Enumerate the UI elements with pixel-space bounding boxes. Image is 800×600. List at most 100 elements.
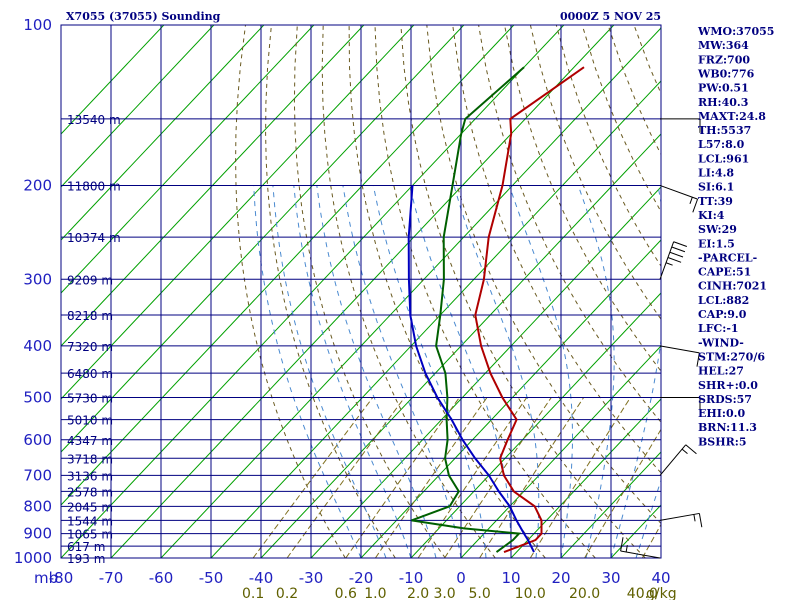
index-entry: STM:270/6: [698, 350, 765, 363]
mixing-ratio-line: [444, 397, 552, 558]
dry-adiabat-line: [764, 25, 800, 558]
mixing-ratio-line: [529, 397, 631, 558]
index-entry: BSHR:5: [698, 435, 747, 448]
moist-adiabat-line: [453, 185, 540, 558]
isotherm-line: [360, 239, 661, 558]
temperature-tick-label: -50: [199, 569, 224, 587]
dry-adiabat-line: [789, 25, 800, 558]
pressure-tick-label: 400: [23, 337, 52, 355]
moist-adiabat-line: [577, 185, 615, 558]
dry-adiabat-line: [348, 25, 546, 558]
pressure-tick-label: 600: [23, 431, 52, 449]
chart-title: X7055 (37055) Sounding: [66, 10, 221, 23]
isotherm-line: [210, 80, 661, 558]
dry-adiabat-line: [235, 25, 346, 558]
temperature-tick-label: 20: [551, 569, 570, 587]
index-entry: CAP:9.0: [698, 308, 747, 321]
moist-adiabat-line: [610, 185, 661, 558]
mixing-ratio-label: 0.1: [242, 586, 264, 600]
temperature-tick-label: 0: [456, 569, 466, 587]
dewpoint-trace: [411, 66, 525, 553]
index-entry: -WIND-: [698, 336, 744, 349]
index-entry: SHR+:0.0: [698, 379, 758, 392]
dry-adiabat-line: [265, 25, 396, 558]
moist-adiabat-line: [372, 185, 487, 558]
isotherm-line: [61, 25, 165, 135]
moist-adiabat-line: [409, 185, 512, 558]
moist-adiabat-line: [316, 185, 437, 558]
index-entry: HEL:27: [698, 365, 744, 378]
index-entry: SW:29: [698, 223, 737, 236]
pressure-tick-label: 100: [23, 16, 52, 34]
wind-barb: [659, 444, 697, 476]
isotherm-line: [260, 133, 661, 558]
isotherm-line: [560, 451, 661, 558]
parcel-trace: [407, 185, 535, 553]
isotherm-line: [61, 25, 365, 347]
sounding-traces: [407, 66, 585, 554]
pressure-tick-label: 900: [23, 525, 52, 543]
isotherm-line: [61, 25, 565, 558]
temperature-tick-label: -10: [399, 569, 424, 587]
isotherm-line: [61, 25, 515, 506]
pressure-tick-label: 300: [23, 270, 52, 288]
wind-barb: [660, 118, 701, 133]
isotherm-line: [61, 25, 315, 294]
height-label: 9209 m: [67, 273, 113, 287]
index-entry: MW:364: [698, 39, 749, 52]
mixing-ratio-label: 0.6: [335, 586, 357, 600]
index-entry: LCL:961: [698, 152, 749, 165]
index-entry: EHI:0.0: [698, 407, 745, 420]
pressure-tick-label: 800: [23, 497, 52, 515]
mixing-ratio-label: 5.0: [468, 586, 490, 600]
temperature-tick-label: 30: [601, 569, 620, 587]
temperature-tick-label: -70: [99, 569, 124, 587]
index-entry: BRN:11.3: [698, 421, 757, 434]
index-entry: SI:6.1: [698, 181, 734, 194]
plot-frame: [60, 24, 662, 559]
wind-barb: [660, 397, 701, 412]
temperature-trace: [474, 66, 585, 554]
mixing-ratio-label: 1.0: [364, 586, 386, 600]
index-entry: LFC:-1: [698, 322, 739, 335]
height-label: 4347 m: [67, 434, 113, 448]
index-entry: L57:8.0: [698, 138, 745, 151]
height-label: 1065 m: [67, 528, 113, 542]
dry-adiabat-line: [293, 25, 446, 558]
mixing-ratio-label: 20.0: [569, 586, 600, 600]
isotherm-lines: [61, 25, 661, 558]
index-entry: WB0:776: [697, 67, 755, 80]
index-entry: WMO:37055: [697, 25, 774, 38]
dry-adiabat-line: [581, 25, 661, 213]
mixing-ratio-label: 3.0: [433, 586, 455, 600]
isotherm-line: [460, 345, 661, 558]
height-label: 3136 m: [67, 469, 113, 483]
index-entry: PW:0.51: [698, 82, 749, 95]
height-label: 617 m: [67, 540, 105, 554]
mixing-ratio-line: [641, 523, 661, 558]
temperature-tick-label: -20: [349, 569, 374, 587]
height-label: 6480 m: [67, 367, 113, 381]
wind-barb: [620, 537, 661, 559]
index-entry: KI:4: [698, 209, 725, 222]
moist-adiabat-line: [272, 185, 387, 558]
isotherm-line: [61, 25, 215, 188]
index-entry: TH:5537: [698, 124, 751, 137]
temperature-tick-label: -40: [249, 569, 274, 587]
index-entry: -PARCEL-: [698, 251, 757, 264]
wind-barb: [659, 241, 688, 280]
index-entry: MAXT:24.8: [698, 110, 766, 123]
height-label: 11800 m: [67, 179, 121, 193]
temperature-tick-label: -30: [299, 569, 324, 587]
isotherm-line: [61, 25, 415, 400]
pressure-tick-label: 700: [23, 466, 52, 484]
mixing-ratio-label: 10.0: [515, 586, 546, 600]
height-label: 13540 m: [67, 113, 121, 127]
mixing-ratio-label: 0.2: [276, 586, 298, 600]
index-entry: EI:1.5: [698, 237, 735, 250]
moist-adiabat-line: [635, 478, 661, 558]
temperature-tick-label: -60: [149, 569, 174, 587]
index-entry: CAPE:51: [698, 266, 751, 279]
